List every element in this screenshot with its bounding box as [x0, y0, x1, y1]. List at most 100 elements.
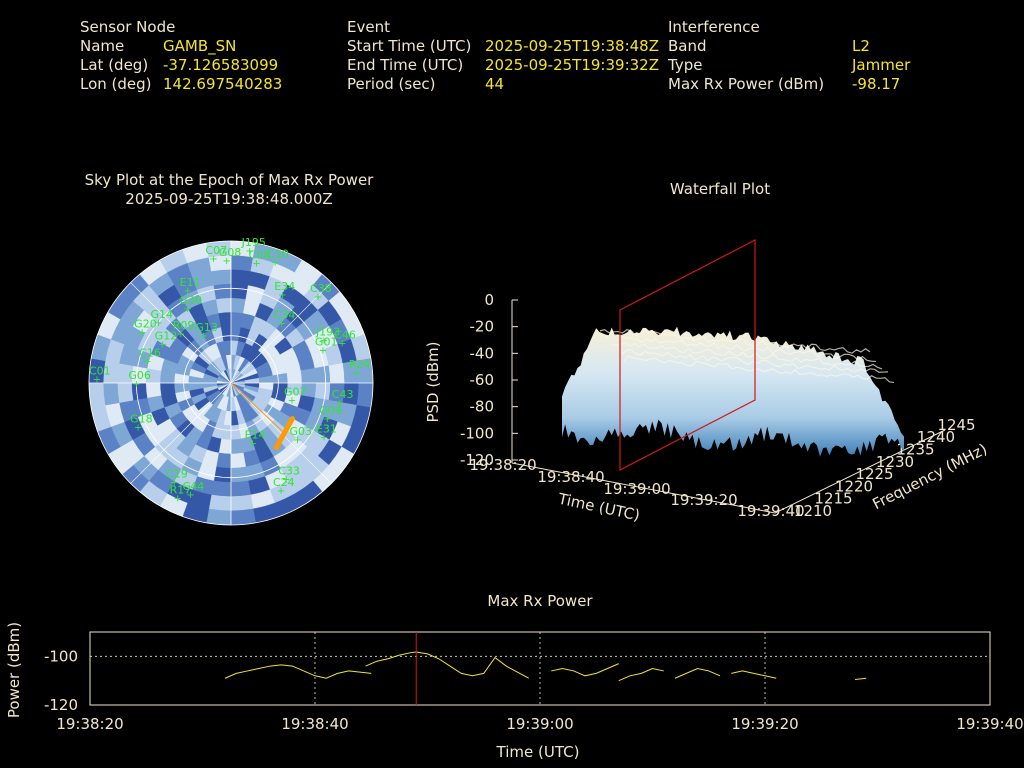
satellite-marker: +: [183, 304, 191, 315]
sky-heat-cell: [218, 382, 232, 393]
sky-heat-cell: [252, 396, 269, 411]
satellite-e31: +E31: [316, 423, 337, 444]
sky-heat-cell: [230, 368, 237, 384]
sky-heat-cell: [243, 368, 258, 379]
sensor-name-value: GAMB_SN: [163, 37, 237, 55]
sky-heat-cell: [107, 446, 134, 475]
sky-heat-cell: [145, 367, 162, 384]
sky-heat-cell: [212, 393, 225, 408]
sky-heat-cell: [181, 456, 203, 477]
sky-heat-cell: [223, 410, 232, 426]
satellite-marker: +: [209, 254, 217, 265]
sky-heat-cell: [240, 342, 253, 359]
satellite-label: G30: [180, 294, 203, 307]
sky-heat-cell: [230, 269, 251, 286]
satellite-e34: +E34: [274, 280, 295, 301]
sky-heat-cell: [257, 387, 274, 398]
sky-heat-cell: [329, 318, 352, 345]
sky-heat-cell: [181, 289, 203, 310]
sky-heat-cell: [150, 407, 170, 426]
sky-heat-cell: [219, 382, 232, 395]
name-label: Name: [80, 37, 125, 55]
sky-heat-cell: [211, 422, 224, 440]
power-y-tick-label: -100: [44, 647, 78, 665]
sky-heat-cell: [156, 327, 177, 348]
sky-heatmap: [88, 240, 374, 526]
waterfall-x-tick-label: 19:38:20: [469, 456, 536, 474]
sky-heat-cell: [164, 402, 183, 419]
satellite-label: C43: [332, 388, 354, 401]
satellite-label: E31: [316, 423, 337, 436]
sky-heat-cell: [223, 369, 232, 384]
sky-heat-cell: [252, 242, 280, 264]
satellite-label: G08: [219, 246, 242, 259]
sky-heat-cell: [181, 404, 199, 420]
waterfall-y-tick-label: 1240: [917, 428, 955, 446]
sky-heat-cell: [177, 354, 195, 369]
sky-heat-cell: [342, 360, 360, 384]
sky-heat-cell: [202, 377, 218, 384]
sky-heat-cell: [280, 284, 305, 308]
power-grid: [90, 632, 990, 705]
sky-heat-cell: [306, 432, 330, 457]
sky-heat-cell: [215, 297, 232, 314]
satellite-c38: +C38: [310, 282, 332, 303]
sky-heat-cell: [264, 468, 289, 491]
sky-heat-cell: [175, 437, 196, 458]
sky-heat-cell: [241, 364, 256, 377]
waterfall-x-tick-label: 19:39:20: [670, 491, 737, 509]
satellite-marker: +: [252, 259, 260, 270]
satellite-label: C33: [278, 465, 300, 478]
satellite-c43: +C43: [332, 388, 354, 409]
sky-heat-cell: [303, 284, 330, 311]
waterfall-z-tick-label: -20: [470, 318, 495, 336]
sky-heat-cell: [230, 380, 246, 384]
sky-heat-cell: [216, 356, 227, 371]
waterfall-z-tick-label: -100: [460, 424, 494, 442]
sky-heat-cell: [182, 242, 210, 264]
sky-heat-cell: [297, 353, 316, 371]
satellite-marker: +: [223, 256, 231, 267]
start-time-label: Start Time (UTC): [347, 37, 472, 55]
sky-heat-cell: [120, 439, 145, 466]
sky-heat-cell: [238, 326, 251, 344]
sky-heat-cell: [194, 333, 210, 351]
satellite-e14: +E14: [245, 428, 266, 449]
sky-heat-cell: [154, 306, 177, 329]
satellite-marker: +: [338, 339, 346, 350]
power-series-segment: [854, 677, 867, 680]
sky-heat-cell: [341, 426, 365, 455]
lon-label: Lon (deg): [80, 75, 152, 93]
sky-heat-cell: [328, 291, 355, 320]
sky-heat-cell: [255, 302, 274, 322]
sky-heat-cell: [264, 275, 289, 298]
sky-heat-cell: [225, 382, 232, 398]
sky-heat-cell: [317, 439, 342, 466]
sky-heat-cell: [121, 464, 150, 493]
sky-heat-cell: [239, 360, 254, 375]
sky-heat-cell: [137, 333, 158, 355]
sky-heat-cell: [221, 396, 229, 412]
satellite-e11: +E11: [180, 276, 201, 297]
sky-heat-cell: [201, 449, 219, 468]
sky-heat-cell: [203, 404, 218, 421]
satellite-marker: +: [278, 319, 286, 330]
sky-heat-cell: [193, 396, 210, 411]
sky-heat-cell: [187, 489, 212, 510]
sky-heat-cell: [169, 411, 188, 429]
sky-heat-cell: [266, 308, 287, 329]
sky-heat-cell: [166, 447, 189, 470]
satellite-j193: +J193: [315, 326, 340, 347]
satellite-marker: +: [323, 414, 331, 425]
waterfall-y-tick-label: 1245: [937, 416, 975, 434]
sky-heat-cell: [252, 502, 280, 524]
sky-heat-cell: [187, 410, 204, 427]
waterfall-y-tick-label: 1220: [835, 477, 873, 495]
sky-heat-cell: [316, 416, 339, 441]
sky-heat-cell: [328, 363, 345, 384]
sky-heat-cell: [267, 397, 285, 412]
waterfall-z-label: PSD (dBm): [424, 341, 442, 422]
power-series-segment: [365, 651, 529, 679]
sky-heat-cell: [230, 382, 239, 397]
sky-heat-cell: [316, 325, 339, 350]
